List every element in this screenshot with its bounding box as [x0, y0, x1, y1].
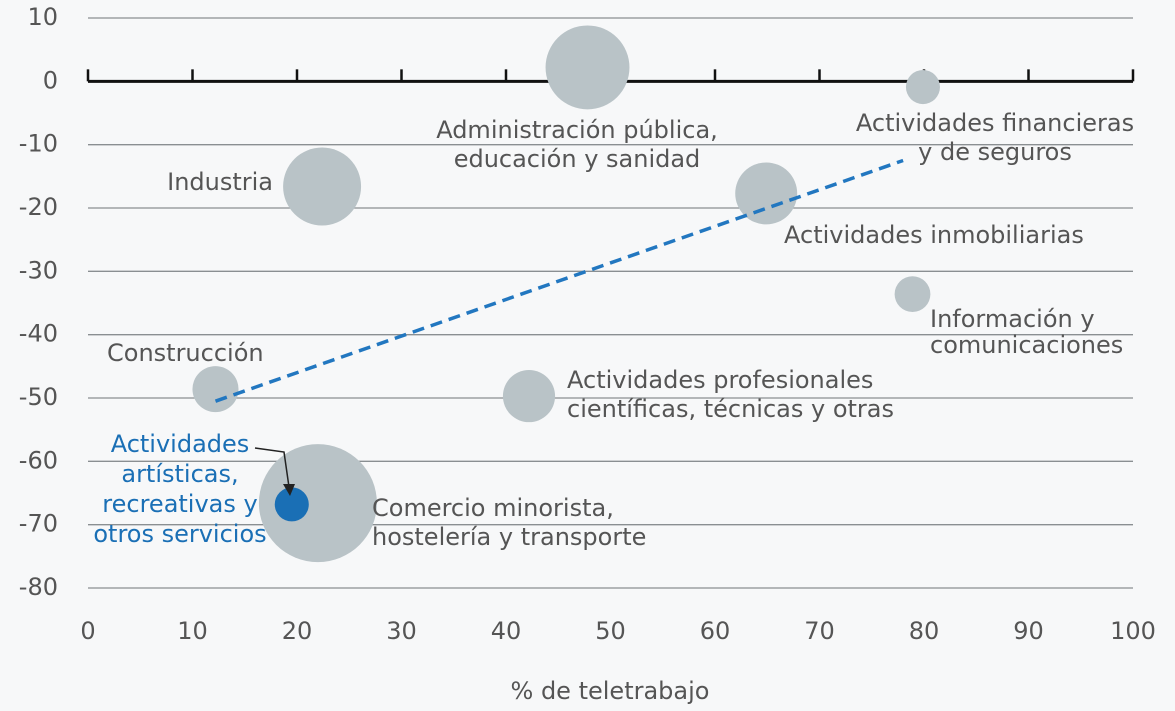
bubble	[735, 162, 798, 225]
y-tick-label: -20	[19, 193, 58, 221]
bubble-label: otros servicios	[93, 520, 266, 548]
bubble-label: recreativas y	[102, 490, 257, 518]
bubble	[283, 147, 362, 226]
bubble-label: educación y sanidad	[454, 145, 701, 173]
x-tick-label: 30	[386, 617, 417, 645]
x-tick-label: 0	[80, 617, 95, 645]
bubble-label: Actividades	[111, 430, 250, 458]
y-tick-label: -50	[19, 383, 58, 411]
bubble-label: Administración pública,	[436, 116, 718, 144]
y-tick-label: -80	[19, 573, 58, 601]
x-tick-label: 40	[491, 617, 522, 645]
label-arrow	[254, 447, 290, 488]
y-tick-label: -30	[19, 256, 58, 284]
y-tick-label: -70	[19, 510, 58, 538]
x-tick-label: 10	[177, 617, 208, 645]
bubble-label: Industria	[167, 168, 273, 196]
bubble-label: Actividades inmobiliarias	[784, 221, 1084, 249]
bubble	[894, 276, 931, 313]
y-tick-label: 10	[27, 3, 58, 31]
x-tick-label: 80	[909, 617, 940, 645]
label-arrow-head	[283, 484, 295, 496]
bubble	[905, 70, 940, 105]
bubble-label: Información y	[930, 305, 1095, 333]
bubble-label: científicas, técnicas y otras	[567, 395, 894, 423]
bubble-label: Actividades financieras	[856, 109, 1134, 137]
bubble	[192, 366, 239, 413]
x-tick-label: 50	[595, 617, 626, 645]
x-tick-label: 70	[804, 617, 835, 645]
bubble-label: Comercio minorista,	[372, 494, 614, 522]
bubble	[502, 370, 556, 423]
trend-line	[214, 158, 904, 403]
bubble-label: Construcción	[107, 339, 264, 367]
x-tick-label: 60	[700, 617, 731, 645]
x-axis-label: % de teletrabajo	[511, 677, 710, 705]
bubble-label: Actividades profesionales	[567, 366, 873, 394]
x-tick-label: 20	[282, 617, 313, 645]
y-tick-label: -10	[19, 130, 58, 158]
x-tick-label: 100	[1110, 617, 1156, 645]
bubble-label: hostelería y transporte	[372, 523, 646, 551]
y-tick-label: 0	[43, 66, 58, 94]
bubble	[258, 444, 377, 563]
y-tick-label: -40	[19, 320, 58, 348]
bubble	[545, 25, 630, 110]
bubble-label: comunicaciones	[930, 331, 1123, 359]
x-tick-label: 90	[1013, 617, 1044, 645]
bubble-label: y de seguros	[918, 138, 1072, 166]
bubble-label: artísticas,	[121, 460, 238, 488]
y-tick-label: -60	[19, 446, 58, 474]
bubble	[274, 487, 309, 522]
